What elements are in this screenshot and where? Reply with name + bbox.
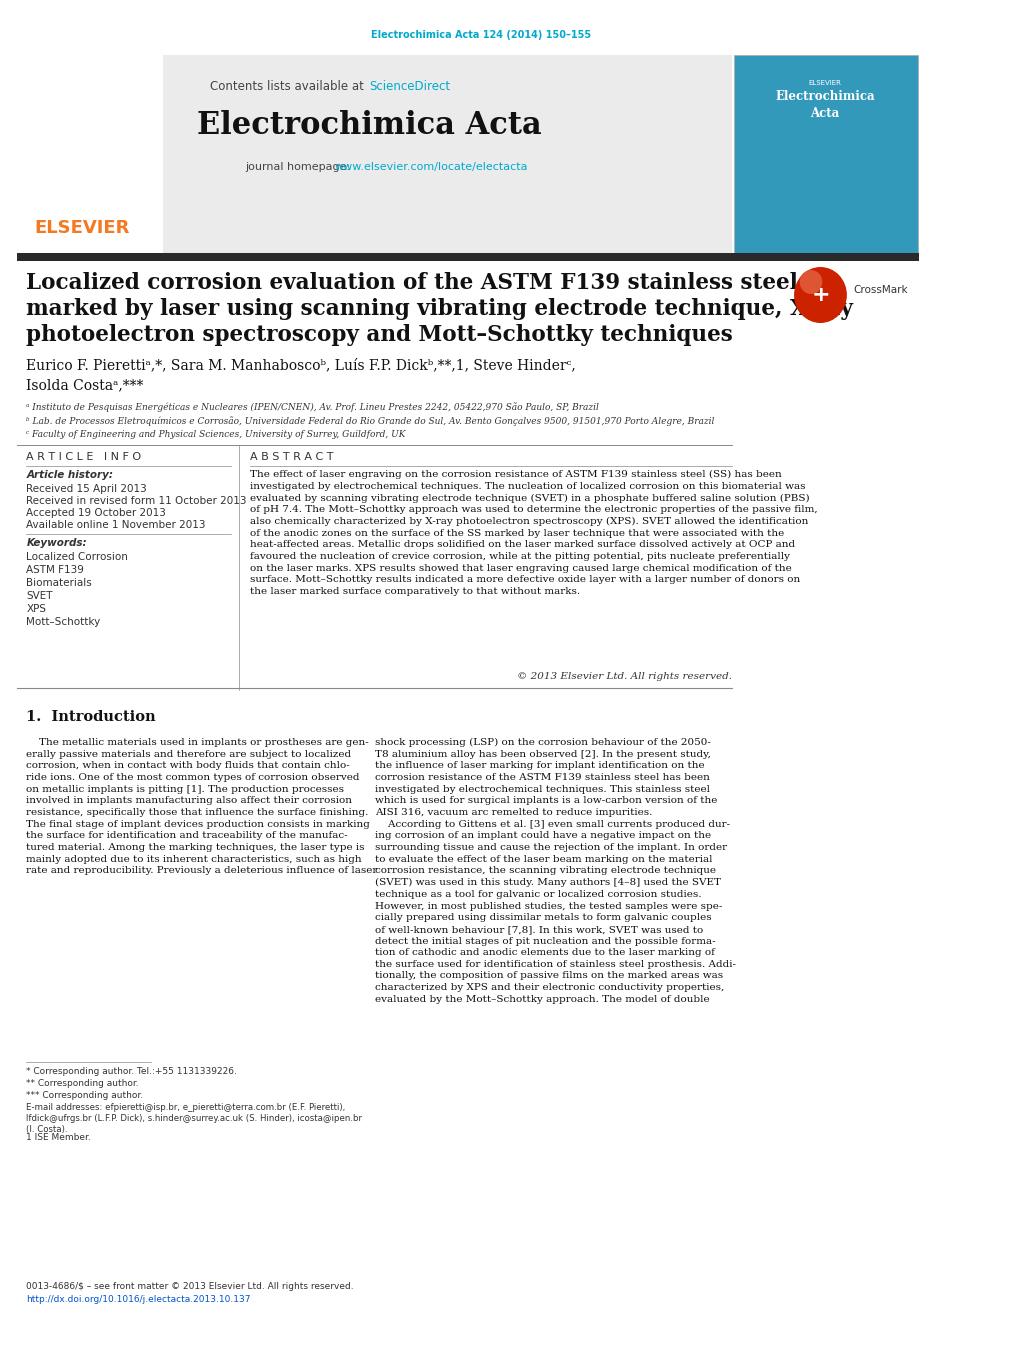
Text: E-mail addresses: efpieretti@isp.br, e_pieretti@terra.com.br (E.F. Pieretti),
lf: E-mail addresses: efpieretti@isp.br, e_p… — [26, 1102, 362, 1135]
Text: photoelectron spectroscopy and Mott–Schottky techniques: photoelectron spectroscopy and Mott–Scho… — [26, 324, 733, 346]
Text: Localized Corrosion: Localized Corrosion — [26, 553, 128, 562]
Text: ELSEVIER: ELSEVIER — [808, 80, 841, 86]
Text: ScienceDirect: ScienceDirect — [369, 80, 450, 93]
Text: A B S T R A C T: A B S T R A C T — [250, 453, 333, 462]
Text: Isolda Costaᵃ,***: Isolda Costaᵃ,*** — [26, 378, 144, 392]
Text: ASTM F139: ASTM F139 — [26, 565, 85, 576]
Text: Localized corrosion evaluation of the ASTM F139 stainless steel: Localized corrosion evaluation of the AS… — [26, 272, 798, 295]
Text: Received in revised form 11 October 2013: Received in revised form 11 October 2013 — [26, 496, 247, 507]
Text: CrossMark: CrossMark — [853, 285, 907, 295]
Text: journal homepage:: journal homepage: — [245, 162, 354, 172]
Text: Available online 1 November 2013: Available online 1 November 2013 — [26, 520, 206, 530]
Text: ᵃ Instituto de Pesquisas Energéticas e Nucleares (IPEN/CNEN), Av. Prof. Lineu Pr: ᵃ Instituto de Pesquisas Energéticas e N… — [26, 403, 599, 412]
Text: ELSEVIER: ELSEVIER — [35, 219, 129, 236]
Text: Keywords:: Keywords: — [26, 538, 87, 549]
Text: 1 ISE Member.: 1 ISE Member. — [26, 1133, 91, 1142]
Text: Electrochimica Acta: Electrochimica Acta — [197, 109, 541, 141]
Circle shape — [799, 270, 821, 295]
Text: Electrochimica
Acta: Electrochimica Acta — [774, 91, 874, 120]
Text: The effect of laser engraving on the corrosion resistance of ASTM F139 stainless: The effect of laser engraving on the cor… — [250, 470, 817, 596]
Bar — [17, 55, 731, 255]
Text: 0013-4686/$ – see front matter © 2013 Elsevier Ltd. All rights reserved.: 0013-4686/$ – see front matter © 2013 El… — [26, 1282, 354, 1292]
Text: marked by laser using scanning vibrating electrode technique, X-ray: marked by laser using scanning vibrating… — [26, 299, 853, 320]
Text: ᵇ Lab. de Processos Eletroquímicos e Corrosão, Universidade Federal do Rio Grand: ᵇ Lab. de Processos Eletroquímicos e Cor… — [26, 416, 714, 426]
Text: * Corresponding author. Tel.:+55 1131339226.: * Corresponding author. Tel.:+55 1131339… — [26, 1067, 237, 1075]
Text: XPS: XPS — [26, 604, 46, 613]
Text: Article history:: Article history: — [26, 470, 113, 480]
Text: +: + — [810, 285, 829, 305]
Text: 1.  Introduction: 1. Introduction — [26, 711, 156, 724]
Text: http://dx.doi.org/10.1016/j.electacta.2013.10.137: http://dx.doi.org/10.1016/j.electacta.20… — [26, 1296, 251, 1304]
Text: ᶜ Faculty of Engineering and Physical Sciences, University of Surrey, Guildford,: ᶜ Faculty of Engineering and Physical Sc… — [26, 430, 406, 439]
Text: shock processing (LSP) on the corrosion behaviour of the 2050-
T8 aluminium allo: shock processing (LSP) on the corrosion … — [375, 738, 736, 1004]
Text: Contents lists available at: Contents lists available at — [210, 80, 368, 93]
Text: Eurico F. Pierettiᵃ,*, Sara M. Manhaboscoᵇ, Luís F.P. Dickᵇ,**,1, Steve Hinderᶜ,: Eurico F. Pierettiᵃ,*, Sara M. Manhabosc… — [26, 358, 576, 372]
Text: ** Corresponding author.: ** Corresponding author. — [26, 1079, 139, 1088]
Text: Biomaterials: Biomaterials — [26, 578, 92, 588]
Text: The metallic materials used in implants or prostheses are gen-
erally passive ma: The metallic materials used in implants … — [26, 738, 377, 875]
Bar — [17, 253, 918, 261]
Text: © 2013 Elsevier Ltd. All rights reserved.: © 2013 Elsevier Ltd. All rights reserved… — [517, 671, 731, 681]
Text: Accepted 19 October 2013: Accepted 19 October 2013 — [26, 508, 166, 517]
Text: A R T I C L E   I N F O: A R T I C L E I N F O — [26, 453, 142, 462]
Bar — [733, 55, 917, 255]
Text: *** Corresponding author.: *** Corresponding author. — [26, 1092, 144, 1100]
Text: SVET: SVET — [26, 590, 53, 601]
Text: Electrochimica Acta 124 (2014) 150–155: Electrochimica Acta 124 (2014) 150–155 — [371, 30, 590, 41]
Text: Received 15 April 2013: Received 15 April 2013 — [26, 484, 147, 494]
Circle shape — [793, 267, 846, 323]
Bar — [17, 55, 163, 255]
Text: Mott–Schottky: Mott–Schottky — [26, 617, 101, 627]
Text: www.elsevier.com/locate/electacta: www.elsevier.com/locate/electacta — [334, 162, 528, 172]
